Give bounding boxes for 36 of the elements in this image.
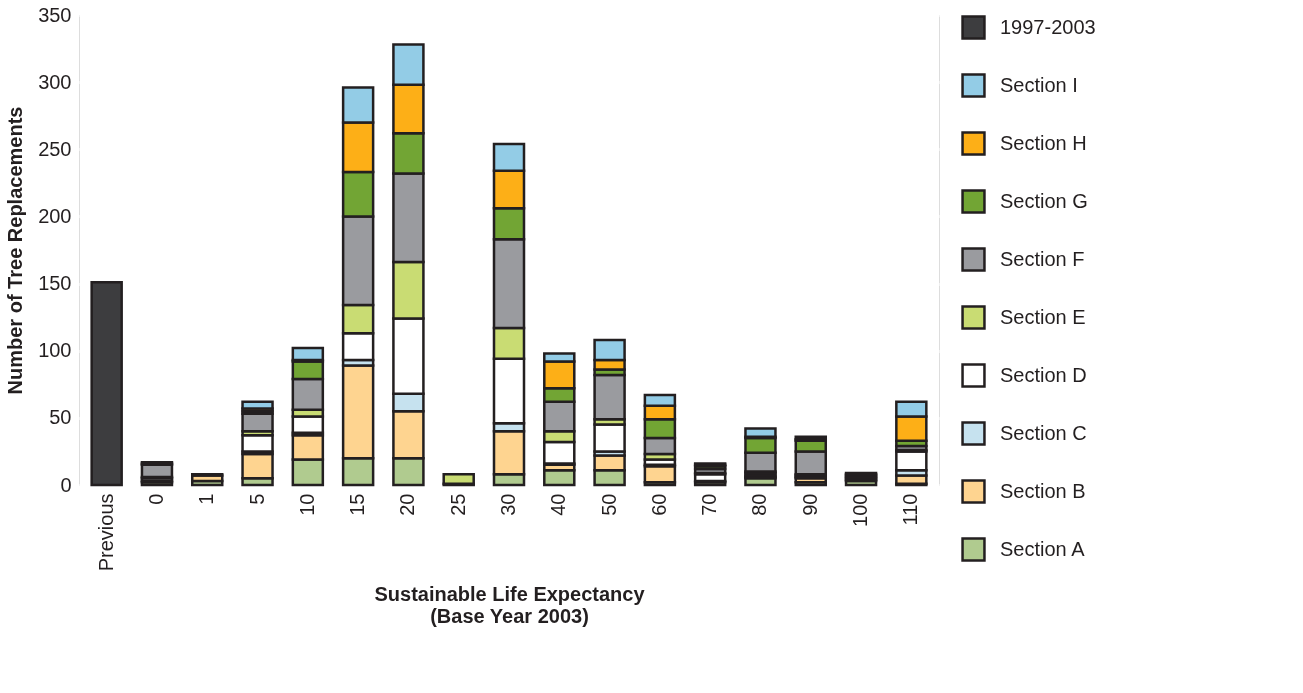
x-tick-label: 10 [295,493,318,516]
legend-label: Section B [1000,479,1086,502]
x-tick-label: 70 [698,493,721,516]
x-tick-label: 60 [647,493,670,516]
x-tick-label: 90 [798,493,821,516]
x-tick-label: 110 [899,493,922,526]
legend-label: 1997-2003 [1000,15,1096,38]
legend-label: Section E [1000,305,1086,328]
legend-label: Section I [1000,73,1078,96]
x-tick-label: 20 [396,493,419,516]
x-tick-label: 30 [497,493,519,516]
x-tick-label: 40 [547,493,570,516]
legend-label: Section G [1000,189,1088,212]
legend-label: Section A [1000,537,1086,560]
x-tick-label: 15 [346,493,369,516]
y-tick-label: 200 [38,204,72,227]
x-tick-label: 25 [446,493,469,516]
x-tick-label: 100 [849,493,872,527]
y-tick-label: 350 [38,3,72,26]
x-tick-label: 1 [195,493,218,505]
x-tick-label: 80 [748,493,771,516]
legend-label: Section H [1000,131,1087,154]
x-axis-title: Sustainable Life Expectancy (Base Year 2003) [374,583,646,628]
legend-label: Section C [1000,421,1087,444]
y-tick-label: 50 [49,406,72,429]
legend-label: Section D [1000,363,1087,386]
y-tick-label: 100 [38,339,72,362]
y-tick-label: 300 [38,70,72,93]
x-tick-label: 0 [144,493,167,505]
legend-label: Section F [1000,247,1085,270]
x-tick-label: 5 [245,493,268,505]
x-tick-label: Previous [94,493,117,572]
y-tick-label: 150 [38,272,72,295]
x-tick-label: 50 [597,493,620,516]
y-axis-title: Number of Tree Replacements [4,106,27,395]
y-tick-label: 250 [38,137,72,160]
